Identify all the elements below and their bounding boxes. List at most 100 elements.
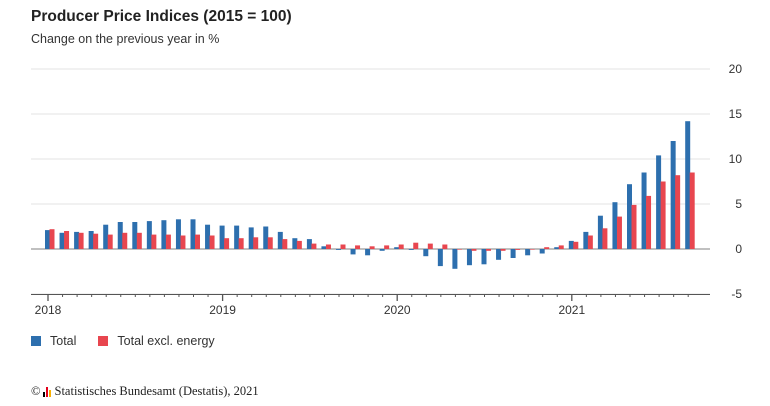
bar-total bbox=[175, 219, 181, 249]
bar-excl-energy bbox=[165, 234, 171, 249]
bar-total bbox=[685, 121, 691, 249]
bar-excl-energy bbox=[544, 247, 550, 249]
bar-excl-energy bbox=[180, 235, 186, 249]
bar-excl-energy bbox=[151, 234, 157, 249]
bar-total bbox=[525, 249, 531, 256]
bar-total bbox=[277, 231, 283, 249]
legend-label-excl-energy: Total excl. energy bbox=[117, 334, 215, 348]
bar-total bbox=[656, 155, 662, 249]
y-tick-label: 0 bbox=[735, 242, 742, 256]
bar-total bbox=[568, 240, 574, 249]
bar-excl-energy bbox=[122, 232, 128, 249]
bar-excl-energy bbox=[515, 249, 521, 250]
bar-total bbox=[612, 202, 618, 249]
bar-excl-energy bbox=[78, 232, 84, 249]
bar-excl-energy bbox=[427, 243, 433, 249]
bar-excl-energy bbox=[355, 245, 361, 249]
bar-total bbox=[597, 215, 603, 249]
legend-item-excl-energy: Total excl. energy bbox=[98, 334, 215, 348]
bar-total bbox=[146, 221, 152, 249]
bar-excl-energy bbox=[413, 242, 419, 249]
x-tick-label: 2018 bbox=[35, 303, 62, 317]
bar-total bbox=[59, 232, 65, 249]
source-footer: © Statistisches Bundesamt (Destatis), 20… bbox=[31, 384, 259, 399]
bar-excl-energy bbox=[587, 235, 593, 249]
bar-excl-energy bbox=[456, 249, 462, 250]
bar-excl-energy bbox=[209, 235, 215, 249]
bar-total bbox=[45, 230, 50, 249]
bar-total bbox=[74, 231, 80, 249]
bar-total bbox=[627, 184, 632, 249]
y-tick-label: 15 bbox=[729, 107, 743, 121]
bar-total bbox=[263, 226, 269, 249]
bar-total bbox=[350, 249, 356, 255]
bar-total bbox=[408, 249, 414, 250]
bar-total bbox=[394, 247, 400, 249]
bar-total bbox=[670, 141, 676, 249]
bar-excl-energy bbox=[282, 239, 288, 249]
bar-total bbox=[365, 249, 371, 256]
bar-total bbox=[496, 249, 502, 260]
bar-total bbox=[466, 249, 472, 266]
bar-excl-energy bbox=[296, 240, 302, 249]
bar-total bbox=[583, 231, 589, 249]
bar-total bbox=[423, 249, 429, 257]
bar-total bbox=[554, 247, 560, 249]
bar-excl-energy bbox=[340, 244, 346, 249]
legend-swatch-excl-energy bbox=[98, 336, 109, 346]
bar-total bbox=[234, 225, 240, 249]
bar-total bbox=[306, 239, 312, 249]
bar-excl-energy bbox=[631, 204, 637, 249]
bar-excl-energy bbox=[500, 249, 506, 251]
y-tick-label: 5 bbox=[735, 197, 742, 211]
bar-excl-energy bbox=[325, 244, 331, 249]
bar-total bbox=[292, 238, 298, 249]
x-tick-label: 2020 bbox=[384, 303, 411, 317]
bar-total bbox=[481, 249, 487, 265]
bar-total bbox=[248, 227, 254, 249]
bar-total bbox=[132, 222, 138, 249]
bar-excl-energy bbox=[311, 243, 317, 249]
bar-total bbox=[205, 224, 211, 249]
bar-excl-energy bbox=[573, 241, 579, 249]
legend-item-total: Total bbox=[31, 334, 76, 348]
y-tick-label: 10 bbox=[729, 152, 743, 166]
source-text: Statistisches Bundesamt (Destatis), 2021 bbox=[54, 384, 259, 398]
chart-subtitle: Change on the previous year in % bbox=[31, 32, 220, 46]
x-tick-label: 2021 bbox=[558, 303, 585, 317]
destatis-logo-icon bbox=[42, 386, 52, 397]
bar-excl-energy bbox=[267, 237, 273, 249]
y-tick-label: -5 bbox=[731, 287, 742, 301]
bar-total bbox=[88, 231, 94, 249]
bar-total bbox=[641, 172, 647, 249]
bar-total bbox=[336, 249, 341, 250]
x-tick-label: 2019 bbox=[209, 303, 236, 317]
bar-excl-energy bbox=[93, 233, 99, 249]
legend-swatch-total bbox=[31, 336, 41, 346]
bar-excl-energy bbox=[660, 181, 666, 249]
bar-total bbox=[117, 222, 123, 249]
bar-total bbox=[510, 249, 516, 258]
bar-total bbox=[103, 224, 109, 249]
bar-total bbox=[321, 246, 327, 249]
legend: Total Total excl. energy bbox=[31, 334, 237, 348]
bar-excl-energy bbox=[646, 195, 652, 249]
bar-excl-energy bbox=[616, 216, 622, 249]
bar-total bbox=[452, 249, 458, 269]
bar-excl-energy bbox=[689, 172, 695, 249]
bar-excl-energy bbox=[529, 249, 535, 250]
bar-excl-energy bbox=[224, 238, 230, 249]
bar-total bbox=[161, 220, 167, 249]
bar-total bbox=[219, 225, 225, 249]
y-tick-label: 20 bbox=[729, 62, 743, 76]
bar-excl-energy bbox=[107, 234, 113, 249]
bar-total bbox=[539, 249, 545, 254]
bar-excl-energy bbox=[602, 228, 608, 249]
bar-excl-energy bbox=[195, 234, 200, 249]
bar-excl-energy bbox=[398, 244, 404, 249]
bar-excl-energy bbox=[442, 244, 448, 249]
bar-excl-energy bbox=[471, 249, 477, 251]
bar-excl-energy bbox=[64, 231, 70, 249]
bar-excl-energy bbox=[238, 238, 244, 249]
